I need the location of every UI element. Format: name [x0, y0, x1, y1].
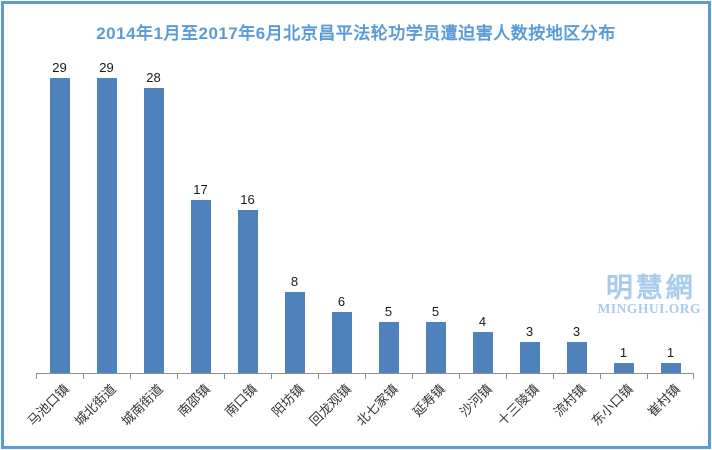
- axis-tick: [600, 374, 601, 379]
- x-tick-label: 东小口镇: [589, 381, 637, 429]
- axis-tick: [693, 374, 694, 379]
- bar-column: 29: [83, 58, 130, 373]
- x-tick-label: 十三陵镇: [495, 381, 543, 429]
- bar: [190, 200, 211, 373]
- bar-column: 3: [553, 58, 600, 373]
- bar-value-label: 8: [290, 274, 299, 289]
- bar: [49, 78, 70, 373]
- axis-tick: [459, 374, 460, 379]
- axis-tick: [177, 374, 178, 379]
- x-axis-ticks: [36, 374, 694, 380]
- bar: [284, 292, 305, 373]
- bar-value-label: 5: [431, 304, 440, 319]
- bar: [566, 342, 587, 373]
- bar-column: 5: [365, 58, 412, 373]
- axis-tick: [553, 374, 554, 379]
- bar-value-label: 3: [572, 324, 581, 339]
- bar-column: 16: [224, 58, 271, 373]
- chart-title: 2014年1月至2017年6月北京昌平法轮功学员遭迫害人数按地区分布: [96, 24, 616, 43]
- x-axis-labels: 马池口镇 城北街道 城南街道 南邵镇 南口镇 阳坊镇 回龙观镇 北七家镇 延寿镇 沙河镇 十三陵镇流…: [25, 374, 694, 444]
- bar: [425, 322, 446, 373]
- bar-column: 6: [318, 58, 365, 373]
- bar-column: 3: [506, 58, 553, 373]
- axis-tick: [506, 374, 507, 379]
- bar-value-label: 6: [337, 294, 346, 309]
- x-tick-label: 回龙观镇: [306, 381, 355, 429]
- x-tick-label: 崔村镇: [645, 381, 684, 420]
- bar-column: 17: [177, 58, 224, 373]
- axis-tick: [271, 374, 272, 379]
- plot-area: 29 29 28 17 16 8 6 5 5 4 3 3 1 1: [36, 58, 694, 374]
- bar-value-label: 1: [619, 345, 628, 360]
- minghui-logo-cjk: 明慧網: [605, 273, 696, 303]
- x-tick-label: 流村镇: [551, 381, 590, 420]
- axis-tick: [365, 374, 366, 379]
- bar: [472, 332, 493, 373]
- bar: [96, 78, 117, 373]
- bar-column: 8: [271, 58, 318, 373]
- bar-column: 29: [36, 58, 83, 373]
- x-tick-label: 阳坊镇: [269, 381, 308, 420]
- bar-column: 1: [600, 58, 647, 373]
- x-tick-label: 延寿镇: [410, 381, 449, 420]
- x-tick-label: 南口镇: [222, 381, 261, 420]
- bar: [237, 210, 258, 373]
- bar-column: 4: [459, 58, 506, 373]
- minghui-logo-url: MINGHUI.ORG: [597, 301, 701, 317]
- bar-value-label: 3: [525, 324, 534, 339]
- bar-value-label: 5: [384, 304, 393, 319]
- bar-value-label: 29: [52, 60, 67, 75]
- axis-tick: [36, 374, 37, 379]
- bar: [660, 363, 681, 373]
- bar-value-label: 1: [666, 345, 675, 360]
- axis-tick: [412, 374, 413, 379]
- x-tick-label: 北七家镇: [354, 381, 402, 429]
- bar: [378, 322, 399, 373]
- bar-columns: 29 29 28 17 16 8 6 5 5 4 3 3 1 1: [36, 58, 694, 373]
- x-tick-label: 南邵镇: [175, 381, 214, 420]
- bar-value-label: 16: [240, 192, 255, 207]
- bar-column: 5: [412, 58, 459, 373]
- axis-tick: [646, 374, 648, 379]
- bar-value-label: 29: [99, 60, 114, 75]
- axis-tick: [130, 374, 131, 379]
- minghui-watermark: 明慧網 MINGHUI.ORG: [598, 274, 701, 317]
- axis-tick: [318, 374, 319, 379]
- bar-column: 1: [647, 58, 694, 373]
- bar: [613, 363, 634, 373]
- bar-value-label: 17: [193, 182, 208, 197]
- x-tick-label: 城北街道: [72, 381, 120, 429]
- bar-value-label: 28: [146, 70, 161, 85]
- bar: [519, 342, 540, 373]
- bar: [331, 312, 352, 373]
- bar-column: 28: [130, 58, 177, 373]
- bar-value-label: 4: [478, 314, 487, 329]
- axis-tick: [224, 374, 225, 379]
- axis-tick: [83, 374, 84, 379]
- x-tick-label: 城南街道: [119, 381, 167, 429]
- bar: [143, 88, 164, 373]
- x-tick-label: 沙河镇: [457, 381, 496, 420]
